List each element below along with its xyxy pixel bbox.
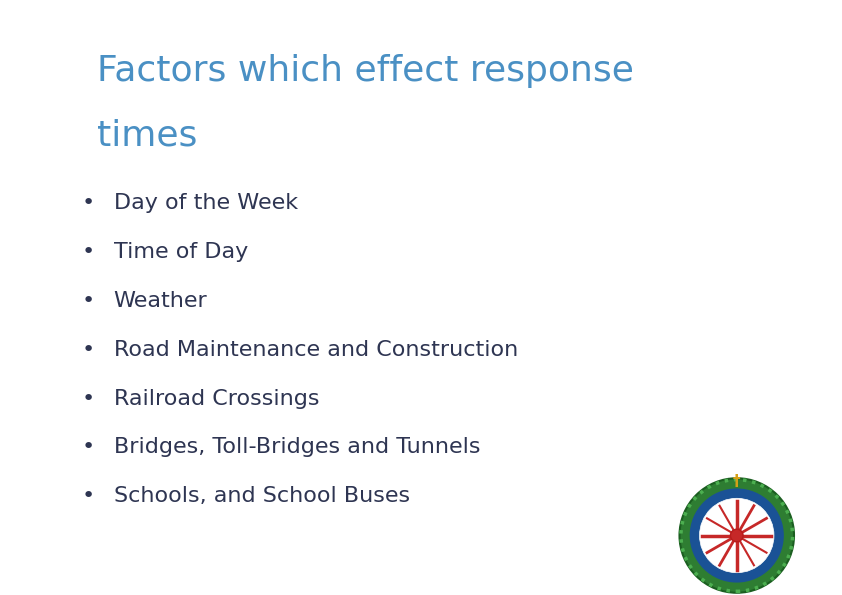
- Text: •: •: [82, 291, 95, 311]
- Ellipse shape: [731, 529, 743, 542]
- Text: Schools, and School Buses: Schools, and School Buses: [114, 486, 410, 506]
- Text: Time of Day: Time of Day: [114, 242, 248, 262]
- Ellipse shape: [700, 498, 774, 573]
- Text: Factors which effect response: Factors which effect response: [97, 54, 634, 87]
- Ellipse shape: [690, 489, 783, 582]
- Ellipse shape: [679, 478, 794, 593]
- Text: •: •: [82, 242, 95, 262]
- Text: Bridges, Toll-Bridges and Tunnels: Bridges, Toll-Bridges and Tunnels: [114, 437, 480, 458]
- Text: Weather: Weather: [114, 291, 207, 311]
- Text: •: •: [82, 340, 95, 360]
- Text: •: •: [82, 389, 95, 409]
- Text: Road Maintenance and Construction: Road Maintenance and Construction: [114, 340, 518, 360]
- Text: times: times: [97, 119, 197, 153]
- Text: •: •: [82, 437, 95, 458]
- Text: •: •: [82, 193, 95, 214]
- Text: Day of the Week: Day of the Week: [114, 193, 298, 214]
- Text: •: •: [82, 486, 95, 506]
- Text: †: †: [733, 474, 741, 488]
- Text: Railroad Crossings: Railroad Crossings: [114, 389, 319, 409]
